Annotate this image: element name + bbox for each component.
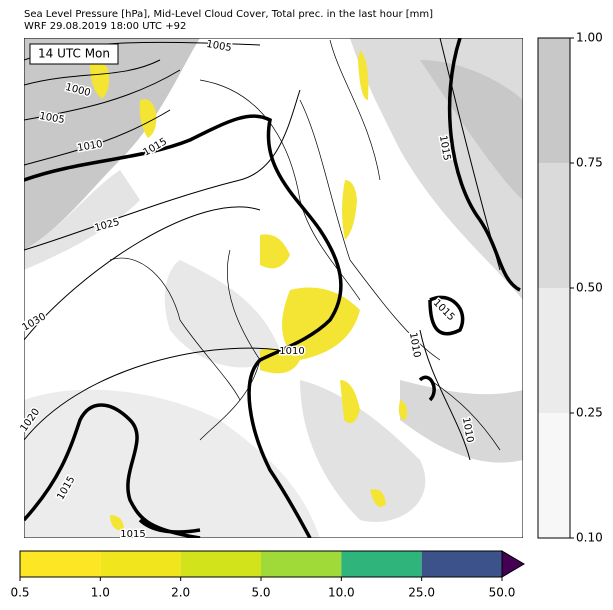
colorbar-segment bbox=[538, 288, 570, 413]
colorbar-segment bbox=[538, 413, 570, 538]
colorbar-segment bbox=[100, 551, 181, 577]
isobar-label: 1010 bbox=[279, 346, 304, 357]
colorbar-tick-label: 2.0 bbox=[171, 586, 190, 600]
colorbar-tick-label: 0.75 bbox=[576, 156, 603, 170]
colorbar-tick-label: 10.0 bbox=[328, 586, 355, 600]
colorbar-segment bbox=[20, 551, 101, 577]
colorbar-tick-label: 0.10 bbox=[576, 531, 603, 545]
colorbar-tick-label: 1.0 bbox=[91, 586, 110, 600]
title-line: WRF 29.08.2019 18:00 UTC +92 bbox=[24, 21, 186, 32]
colorbar-segment bbox=[538, 38, 570, 163]
map bbox=[24, 38, 523, 538]
colorbar-segment bbox=[421, 551, 502, 577]
colorbar-segment bbox=[180, 551, 261, 577]
colorbar-tick-label: 50.0 bbox=[489, 586, 516, 600]
colorbar-segment bbox=[261, 551, 342, 577]
colorbar-tick-label: 0.50 bbox=[576, 281, 603, 295]
time-box bbox=[29, 43, 119, 65]
colorbar-extension bbox=[501, 550, 525, 578]
colorbar-tick-label: 0.25 bbox=[576, 406, 603, 420]
colorbar-tick-label: 25.0 bbox=[408, 586, 435, 600]
colorbar-tick-label: 1.00 bbox=[576, 31, 603, 45]
colorbar-segment bbox=[341, 551, 422, 577]
time-label: 14 UTC Mon bbox=[38, 47, 110, 61]
isobar-label: 1015 bbox=[120, 529, 145, 540]
colorbar-tick-label: 5.0 bbox=[251, 586, 270, 600]
colorbar-tick-label: 0.5 bbox=[10, 586, 29, 600]
colorbar-segment bbox=[538, 163, 570, 288]
title-line: Sea Level Pressure [hPa], Mid-Level Clou… bbox=[24, 9, 433, 20]
